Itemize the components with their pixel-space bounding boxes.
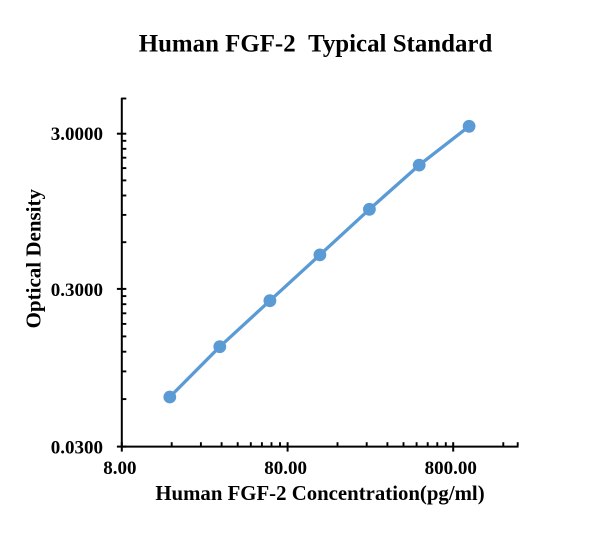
svg-text:3.0000: 3.0000 — [51, 124, 103, 145]
svg-text:80.00: 80.00 — [264, 458, 307, 479]
svg-text:800.00: 800.00 — [425, 458, 477, 479]
svg-text:Human FGF-2 Typical Standard: Human FGF-2 Typical Standard — [139, 30, 493, 57]
svg-text:8.00: 8.00 — [103, 458, 136, 479]
svg-text:Human FGF-2 Concentration(pg/m: Human FGF-2 Concentration(pg/ml) — [155, 482, 484, 505]
svg-text:0.3000: 0.3000 — [51, 280, 103, 301]
svg-text:Optical Density: Optical Density — [21, 188, 45, 328]
svg-text:0.0300: 0.0300 — [51, 437, 103, 458]
